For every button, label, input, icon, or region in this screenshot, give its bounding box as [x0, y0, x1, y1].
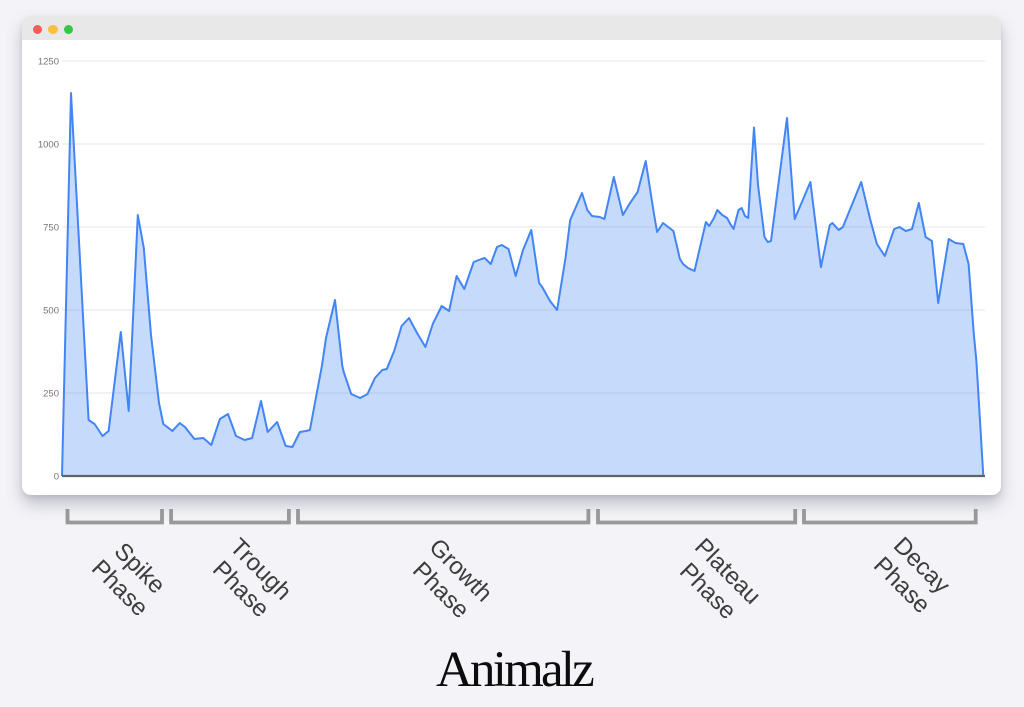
- svg-text:1000: 1000: [38, 140, 59, 151]
- svg-text:500: 500: [43, 306, 59, 317]
- svg-text:PlateauPhase: PlateauPhase: [669, 533, 765, 629]
- svg-text:SpikePhase: SpikePhase: [86, 535, 173, 622]
- svg-text:1250: 1250: [38, 57, 59, 68]
- svg-text:DecayPhase: DecayPhase: [868, 532, 955, 619]
- svg-text:750: 750: [43, 223, 59, 234]
- svg-text:GrowthPhase: GrowthPhase: [404, 534, 498, 628]
- svg-text:0: 0: [54, 472, 59, 483]
- svg-text:TroughPhase: TroughPhase: [205, 533, 297, 625]
- svg-text:250: 250: [43, 389, 59, 400]
